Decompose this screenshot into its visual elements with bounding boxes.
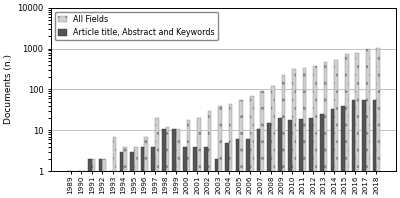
Bar: [341, 106, 345, 198]
Bar: [352, 100, 355, 198]
Bar: [229, 104, 232, 198]
Bar: [70, 171, 74, 198]
Bar: [98, 159, 102, 198]
Bar: [355, 53, 359, 198]
Bar: [236, 139, 239, 198]
Bar: [120, 152, 123, 198]
Bar: [155, 118, 159, 198]
Bar: [172, 129, 176, 198]
Bar: [320, 114, 324, 198]
Bar: [166, 127, 169, 198]
Bar: [299, 119, 303, 198]
Bar: [151, 147, 155, 198]
Bar: [67, 171, 70, 198]
Bar: [373, 100, 376, 198]
Bar: [330, 109, 334, 198]
Bar: [176, 129, 180, 198]
Bar: [78, 171, 81, 198]
Bar: [278, 118, 282, 198]
Bar: [239, 100, 243, 198]
Bar: [208, 111, 211, 198]
Bar: [92, 159, 95, 198]
Bar: [144, 137, 148, 198]
Bar: [187, 120, 190, 198]
Bar: [288, 120, 292, 198]
Bar: [292, 69, 296, 198]
Y-axis label: Documents (n.): Documents (n.): [4, 54, 13, 124]
Bar: [362, 100, 366, 198]
Bar: [214, 159, 218, 198]
Bar: [225, 143, 229, 198]
Bar: [218, 106, 222, 198]
Bar: [81, 171, 85, 198]
Bar: [271, 86, 275, 198]
Bar: [376, 48, 380, 198]
Bar: [267, 123, 271, 198]
Bar: [141, 147, 144, 198]
Bar: [313, 66, 317, 198]
Bar: [303, 68, 306, 198]
Bar: [194, 147, 197, 198]
Bar: [366, 49, 370, 198]
Bar: [113, 137, 116, 198]
Bar: [88, 159, 92, 198]
Bar: [282, 75, 285, 198]
Bar: [102, 159, 106, 198]
Bar: [310, 118, 313, 198]
Bar: [260, 91, 264, 198]
Bar: [345, 54, 348, 198]
Bar: [204, 147, 208, 198]
Bar: [183, 147, 187, 198]
Bar: [197, 118, 201, 198]
Bar: [109, 171, 113, 198]
Bar: [162, 129, 166, 198]
Bar: [334, 60, 338, 198]
Bar: [130, 152, 134, 198]
Bar: [324, 62, 328, 198]
Bar: [134, 147, 138, 198]
Bar: [123, 147, 127, 198]
Bar: [250, 96, 254, 198]
Bar: [246, 139, 250, 198]
Bar: [257, 129, 260, 198]
Legend: All Fields, Article title, Abstract and Keywords: All Fields, Article title, Abstract and …: [55, 12, 218, 40]
